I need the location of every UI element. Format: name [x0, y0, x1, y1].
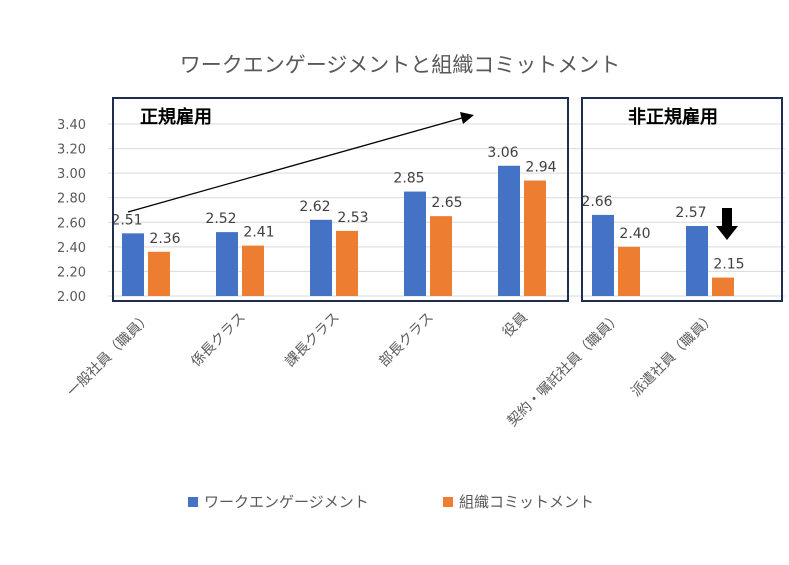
group-boxes: 正規雇用 非正規雇用: [112, 97, 783, 302]
legend: ワークエンゲージメント 組織コミットメント: [188, 493, 594, 511]
y-tick-label: 2.60: [57, 216, 86, 231]
bar: [618, 246, 640, 296]
bar: [592, 214, 614, 296]
legend-swatch: [443, 497, 453, 507]
category-label: 係長クラス: [188, 310, 249, 371]
data-label: 2.53: [337, 210, 368, 226]
y-axis: 2.00 2.20 2.40 2.60 2.80 3.00 3.20 3.40: [57, 118, 86, 305]
bar: [216, 232, 238, 296]
bars: [122, 165, 734, 296]
y-tick-label: 3.40: [57, 118, 86, 133]
data-label: 2.65: [431, 195, 462, 211]
category-label: 役員: [500, 310, 531, 341]
y-tick-label: 2.20: [57, 265, 86, 280]
trend-arrow-head: [460, 112, 474, 124]
group-label: 正規雇用: [140, 106, 212, 128]
data-label: 2.15: [713, 257, 744, 273]
data-label: 2.41: [243, 225, 274, 241]
data-label: 2.40: [619, 226, 650, 242]
bar: [336, 230, 358, 296]
y-tick-label: 2.00: [57, 290, 86, 305]
category-label: 一般社員（職員）: [64, 310, 155, 401]
category-label: 派遣社員（職員）: [628, 310, 719, 401]
data-label: 2.66: [581, 194, 612, 210]
bar: [404, 191, 426, 296]
legend-label: ワークエンゲージメント: [204, 493, 369, 511]
down-arrow-icon: [716, 208, 738, 240]
bar: [122, 233, 144, 296]
annotations: [127, 112, 738, 240]
data-label: 2.57: [675, 205, 706, 221]
data-label: 2.36: [149, 231, 180, 247]
data-label: 2.85: [393, 171, 424, 187]
bar: [524, 180, 546, 296]
legend-swatch: [188, 497, 198, 507]
trend-arrow-line: [127, 117, 463, 213]
chart-title: ワークエンゲージメントと組織コミットメント: [180, 53, 621, 77]
category-label: 部長クラス: [376, 310, 437, 371]
data-label: 3.06: [487, 145, 518, 161]
bar: [242, 245, 264, 296]
data-label: 2.94: [525, 160, 556, 176]
bar: [430, 216, 452, 296]
data-label: 2.52: [205, 211, 236, 227]
category-label: 課長クラス: [282, 310, 343, 371]
bar: [498, 165, 520, 296]
y-tick-label: 2.80: [57, 192, 86, 207]
data-label: 2.62: [299, 199, 330, 215]
legend-label: 組織コミットメント: [459, 493, 594, 511]
bar: [310, 219, 332, 296]
group-label: 非正規雇用: [628, 106, 718, 128]
group-box: [581, 97, 783, 302]
y-tick-label: 3.20: [57, 143, 86, 158]
bar: [686, 225, 708, 296]
data-labels: 2.51 2.52 2.62 2.85 3.06 2.66 2.57 2.36 2.41 2.53…: [111, 145, 744, 273]
bar: [712, 277, 734, 296]
data-label: 2.51: [111, 212, 142, 228]
group-box: [112, 97, 569, 302]
bar: [148, 251, 170, 296]
y-tick-label: 3.00: [57, 167, 86, 182]
y-tick-label: 2.40: [57, 241, 86, 256]
